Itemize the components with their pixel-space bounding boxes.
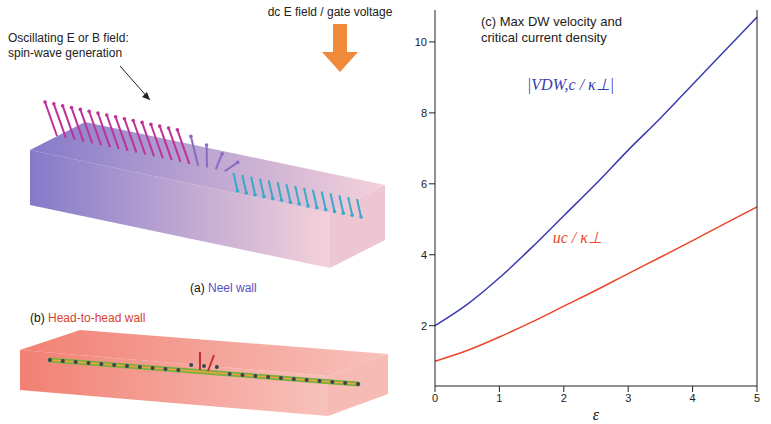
svg-text:5: 5 xyxy=(754,392,760,404)
svg-text:8: 8 xyxy=(421,107,427,119)
svg-text:4: 4 xyxy=(421,249,427,261)
svg-text:4: 4 xyxy=(690,392,696,404)
svg-text:(a) Neel wall: (a) Neel wall xyxy=(190,281,257,295)
svg-text:10: 10 xyxy=(415,36,427,48)
svg-text:3: 3 xyxy=(625,392,631,404)
svg-text:uc / κ⊥: uc / κ⊥ xyxy=(553,229,602,246)
html-text:(c) Max DW velocity and: (c) Max DW velocity and xyxy=(481,14,622,29)
svg-text:|VDW,c / κ⊥|: |VDW,c / κ⊥| xyxy=(527,76,614,94)
svg-text:ε: ε xyxy=(593,406,600,423)
svg-text:6: 6 xyxy=(421,178,427,190)
svg-text:0: 0 xyxy=(432,392,438,404)
svg-text:2: 2 xyxy=(561,392,567,404)
html-text:critical current density: critical current density xyxy=(481,30,607,45)
svg-text:1: 1 xyxy=(496,392,502,404)
svg-text:spin-wave generation: spin-wave generation xyxy=(8,46,122,60)
svg-text:Oscillating E or B field:: Oscillating E or B field: xyxy=(8,31,129,45)
svg-text:2: 2 xyxy=(421,320,427,332)
svg-text:(b) Head-to-head wall: (b) Head-to-head wall xyxy=(30,311,145,325)
svg-text:dc E field / gate voltage: dc E field / gate voltage xyxy=(268,5,393,19)
